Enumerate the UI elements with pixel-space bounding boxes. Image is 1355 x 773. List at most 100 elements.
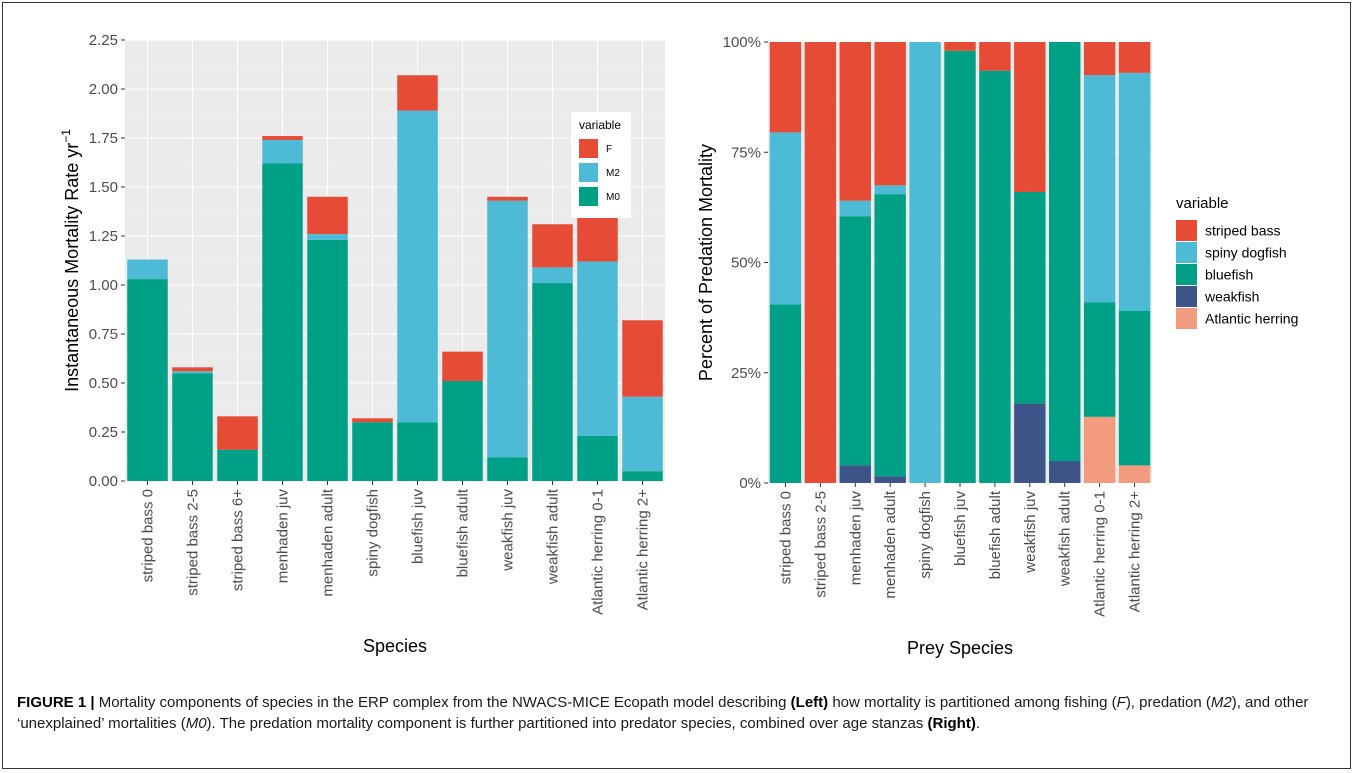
bar-segment-bluefish	[874, 194, 906, 477]
x-tick-label: menhaden adult	[320, 488, 337, 596]
x-tick-label: spiny dogfish	[365, 489, 382, 577]
bar-segment-m0	[532, 283, 573, 481]
legend-label: F	[606, 144, 612, 155]
legend-label: weakfish	[1204, 288, 1259, 304]
y-tick-label: 0.75	[89, 326, 118, 343]
bar-segment-striped-bass	[769, 42, 802, 133]
y-tick-label: 75%	[731, 144, 761, 161]
bar-segment-striped-bass	[979, 42, 1011, 71]
y-axis-title-superscript: −1	[59, 129, 73, 143]
bar-segment-striped-bass	[874, 42, 906, 186]
bar-segment-striped-bass	[839, 42, 871, 201]
bar-segment-striped-bass	[1014, 42, 1046, 192]
x-tick-label: Atlantic herring 2+	[1127, 491, 1144, 613]
y-axis-title: Instantaneous Mortality Rate yr−1	[59, 129, 82, 392]
bar-segment-striped-bass	[804, 42, 837, 483]
bar-segment-m0	[622, 471, 663, 481]
bar-segment-f	[172, 367, 213, 372]
x-tick-label: striped bass 6+	[230, 489, 247, 591]
bar-segment-striped-bass	[944, 42, 976, 51]
legend-swatch	[1176, 242, 1197, 263]
legend-label: spiny dogfish	[1205, 244, 1287, 260]
bar-segment-f	[217, 416, 258, 450]
x-tick-label: weakfish adult	[1057, 490, 1074, 587]
bar-segment-m0	[487, 457, 528, 481]
bar-segment-f	[397, 75, 438, 111]
x-tick-label: weakfish juv	[500, 489, 517, 572]
x-tick-label: Atlantic herring 0-1	[590, 489, 607, 615]
bar-segment-weakfish	[1049, 460, 1081, 483]
x-axis-title: Species	[363, 636, 427, 656]
legend-swatch	[579, 187, 598, 206]
x-tick-label: menhaden juv	[275, 489, 292, 584]
bar-segment-atlantic-herring	[1118, 465, 1151, 483]
caption-term-m0: M0	[185, 715, 207, 732]
bar-segment-m0	[397, 422, 438, 481]
bar-segment-weakfish	[1014, 403, 1046, 483]
legend-label: M0	[606, 192, 620, 203]
caption-text: ). The predation mortality component is …	[206, 715, 928, 732]
bar-segment-m0	[217, 449, 258, 481]
legend-title: variable	[579, 118, 621, 132]
caption-label: FIGURE 1 |	[17, 694, 95, 711]
bar-segment-m0	[172, 373, 213, 481]
bar-segment-m2	[172, 371, 213, 374]
bar-segment-bluefish	[944, 50, 976, 483]
x-tick-label: bluefish juv	[410, 489, 427, 565]
predation-share-chart: 0% 25% 50% 75% 100% striped bass 0 striped bas…	[696, 34, 1298, 658]
bar-segment-m2	[127, 259, 168, 280]
bar-segment-f	[487, 196, 528, 201]
bar-segment-spiny-dogfish	[769, 132, 802, 305]
y-axis-title-text: Instantaneous Mortality Rate yr	[62, 143, 82, 392]
x-tick-label: bluefish juv	[952, 491, 969, 567]
bar-segment-striped-bass	[1083, 42, 1116, 76]
x-tick-label: weakfish juv	[1022, 491, 1039, 574]
y-tick-label: 2.00	[89, 81, 118, 98]
mortality-rate-chart: 0.00 0.25 0.50 0.75 1.00 1.25 1.50 1.75 2.00 2.25…	[59, 32, 665, 656]
caption-text: ), predation (	[1125, 694, 1211, 711]
bar-segment-m2	[487, 200, 528, 458]
bar-segment-m2	[397, 110, 438, 423]
y-tick-label: 50%	[731, 255, 761, 272]
legend-title: variable	[1176, 195, 1229, 212]
bar-segment-spiny-dogfish	[874, 185, 906, 195]
bar-segment-f	[577, 212, 618, 262]
x-tick-label: striped bass 2-5	[812, 491, 829, 598]
legend-swatch	[1176, 264, 1197, 285]
x-tick-label: striped bass 0	[777, 491, 794, 584]
caption-text: ), and other ‘unexplained’ mortalities (	[17, 694, 1309, 732]
bar-segment-bluefish	[839, 216, 871, 466]
y-axis-title: Percent of Predation Mortality	[696, 144, 716, 381]
legend-swatch	[579, 163, 598, 182]
legend-label: Atlantic herring	[1205, 310, 1298, 326]
bar-segment-bluefish	[1049, 42, 1081, 461]
bar-segment-f	[532, 224, 573, 268]
legend: variable striped bass spiny dogfish bluefis…	[1176, 195, 1298, 329]
caption-term-f: F	[1116, 694, 1126, 711]
bar-segment-spiny-dogfish	[909, 42, 941, 483]
caption-text: Mortality components of species in the E…	[94, 694, 791, 711]
bar-segment-m2	[262, 139, 303, 164]
y-tick-label: 1.50	[89, 179, 118, 196]
bar-segment-bluefish	[1014, 191, 1046, 404]
y-tick-label: 1.25	[89, 228, 118, 245]
bar-segment-m0	[307, 239, 348, 481]
x-tick-label: Atlantic herring 2+	[635, 489, 652, 611]
x-tick-label: menhaden juv	[847, 491, 864, 586]
bar-segment-atlantic-herring	[1083, 416, 1116, 483]
legend-swatch	[1176, 220, 1197, 241]
caption-text: .	[975, 715, 980, 732]
bar-segment-f	[307, 196, 348, 235]
legend: variable F M2 M0	[571, 112, 631, 218]
bar-segment-f	[622, 320, 663, 397]
caption-left-ref: (Left)	[790, 694, 829, 711]
bar-segment-m2	[577, 261, 618, 436]
x-tick-label: spiny dogfish	[917, 491, 934, 579]
bar-segment-spiny-dogfish	[1118, 72, 1151, 312]
legend-label: striped bass	[1205, 222, 1280, 238]
caption-text: how mortality is partitioned among fishi…	[828, 694, 1117, 711]
y-tick-label: 0%	[739, 475, 761, 492]
bar-segment-spiny-dogfish	[1083, 75, 1116, 303]
x-tick-label: menhaden adult	[882, 490, 899, 598]
